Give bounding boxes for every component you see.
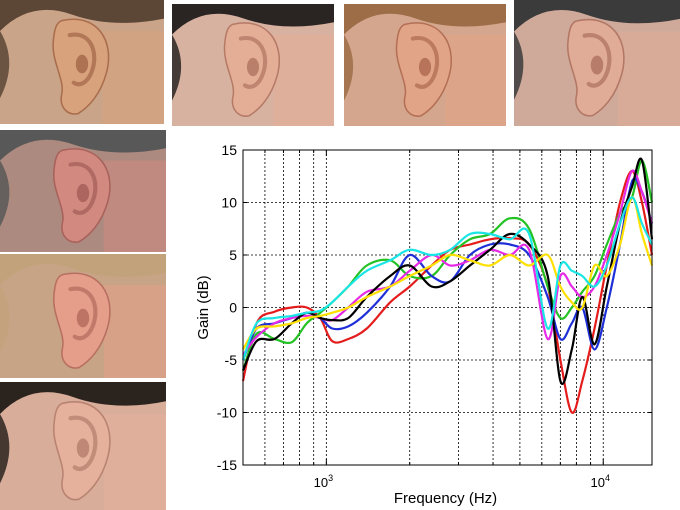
ear-fold [68, 415, 98, 472]
ear-canal [418, 57, 432, 77]
cheek [103, 285, 166, 378]
ear-canal [76, 183, 90, 203]
y-tick-labels: 15 10 5 0 -5 -10 -15 [217, 142, 237, 473]
hair [344, 4, 506, 35]
y-tick-label: 5 [229, 247, 237, 263]
hair [0, 0, 164, 31]
ear-photo-3 [344, 4, 506, 126]
y-tick-label: 0 [229, 300, 237, 316]
hair [0, 382, 166, 414]
plot-frame [242, 149, 653, 466]
hair [0, 254, 166, 285]
y-tick-label: -15 [217, 457, 237, 473]
ear-canal [76, 438, 90, 458]
hair-side [0, 160, 10, 227]
ear-photo-4 [514, 0, 680, 126]
chart-series [241, 157, 654, 414]
series-line-2 [241, 159, 654, 371]
x-tick-labels: 103 104 [314, 473, 610, 490]
cheek [617, 31, 680, 126]
cheek [445, 34, 506, 126]
x-axis-label: Frequency (Hz) [394, 490, 497, 507]
ear-photo-5-image [0, 130, 166, 252]
ear-photo-4-image [514, 0, 680, 126]
ear-photo-5 [0, 130, 166, 252]
cheek [103, 160, 166, 252]
ear-fold [238, 36, 268, 89]
ear-photo-1 [0, 0, 164, 124]
ear-canal [75, 54, 89, 74]
ear-fold [68, 162, 98, 215]
ear-photo-2 [172, 4, 334, 126]
ear-canal [76, 308, 90, 328]
hair-side [344, 34, 354, 101]
y-axis-label: Gain (dB) [195, 275, 212, 339]
y-tick-label: 10 [221, 195, 237, 211]
hair-side [0, 414, 10, 484]
cheek [103, 414, 166, 510]
y-tick-label: 15 [221, 142, 237, 158]
gain-chart: 15 10 5 0 -5 -10 -15 103 104 Gain (dB) Frequenc… [195, 142, 654, 507]
hair [172, 4, 334, 35]
x-tick-label: 104 [590, 473, 609, 490]
hair-side [0, 31, 10, 99]
cheek [273, 34, 334, 126]
ear-photo-2-image [172, 4, 334, 126]
series-line-1 [241, 169, 654, 414]
ear-photo-7-image [0, 382, 166, 510]
hair-side [514, 31, 524, 100]
ear-photo-3-image [344, 4, 506, 126]
ear-canal [590, 55, 604, 75]
y-tick-label: -5 [225, 352, 238, 368]
cheek [102, 31, 164, 124]
ear-canal [246, 57, 260, 77]
hair [514, 0, 680, 32]
y-tick-label: -10 [217, 405, 237, 421]
ear-fold [68, 286, 98, 341]
hair [0, 130, 166, 161]
ear-photo-6-image [0, 254, 166, 378]
x-tick-label: 103 [314, 473, 333, 490]
hair-side [0, 285, 10, 353]
ear-fold [67, 32, 97, 87]
ear-photo-1-image [0, 0, 164, 124]
hair-side [172, 34, 182, 101]
ear-photo-6 [0, 254, 166, 378]
ear-photo-7 [0, 382, 166, 510]
ear-fold [410, 36, 440, 89]
ear-fold [582, 33, 612, 88]
series-line-7 [241, 196, 653, 361]
